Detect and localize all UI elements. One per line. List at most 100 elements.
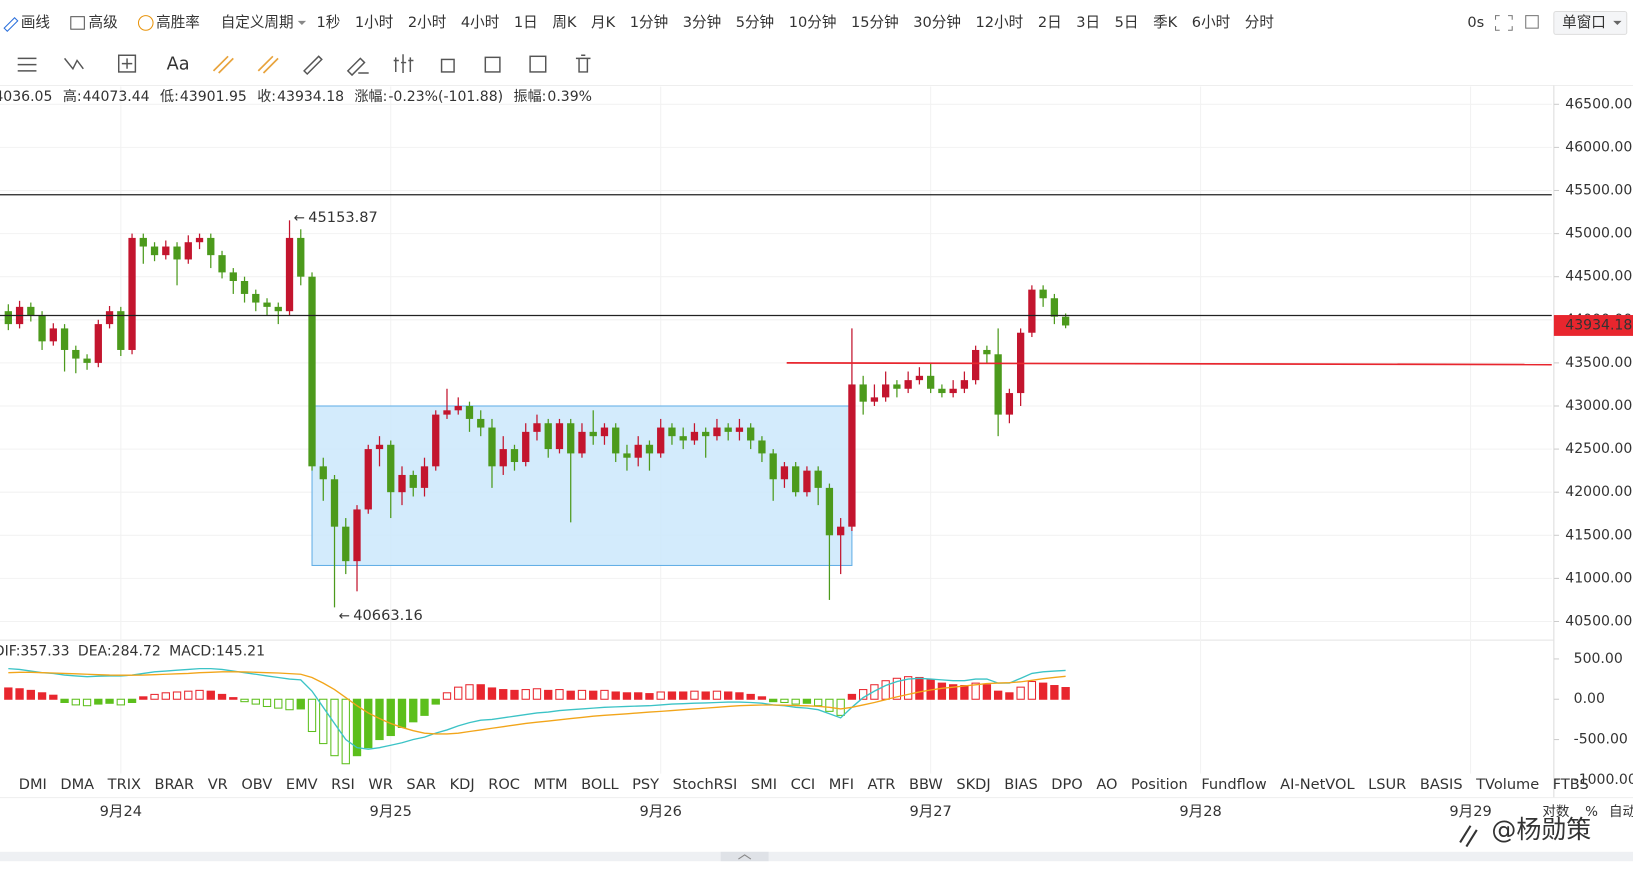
tool-icon[interactable] bbox=[303, 55, 323, 76]
legend-value: 357.33 bbox=[20, 644, 69, 660]
indicator-tab[interactable]: AI-NetVOL bbox=[1280, 776, 1355, 793]
macd-bar bbox=[465, 684, 474, 700]
candle-body bbox=[1050, 298, 1059, 317]
indicator-tab[interactable]: DMI bbox=[19, 776, 47, 793]
macd-bar bbox=[49, 694, 58, 700]
macd-bar bbox=[611, 691, 620, 700]
indicator-tab[interactable]: TRIX bbox=[107, 776, 141, 793]
tool-text[interactable]: Aa bbox=[167, 55, 190, 75]
toolbar-item[interactable]: 0s bbox=[1467, 14, 1484, 31]
indicator-tab[interactable]: MTM bbox=[534, 776, 568, 793]
indicator-tab[interactable]: EMV bbox=[286, 776, 318, 793]
tool-icon[interactable] bbox=[440, 58, 455, 73]
toolbar-item[interactable]: 15分钟 bbox=[851, 14, 899, 31]
toolbar-item[interactable]: 周K bbox=[552, 14, 577, 31]
toolbar-item[interactable]: 月K bbox=[591, 14, 616, 31]
toolbar-item[interactable]: 1小时 bbox=[355, 14, 394, 31]
toolbar-item[interactable]: 单窗口 bbox=[1562, 13, 1606, 31]
indicator-tab[interactable]: PSY bbox=[632, 776, 659, 793]
candle-body bbox=[432, 414, 440, 467]
tool-icon[interactable] bbox=[575, 54, 591, 73]
macd-bar bbox=[217, 693, 227, 700]
candle-body bbox=[623, 453, 631, 458]
scroll-handle[interactable] bbox=[720, 851, 769, 862]
indicator-tab[interactable]: BIAS bbox=[1004, 776, 1038, 793]
indicator-tab[interactable]: TVolume bbox=[1475, 776, 1539, 793]
toolbar-item[interactable]: 2日 bbox=[1038, 14, 1062, 31]
indicator-tab[interactable]: RSI bbox=[331, 776, 355, 793]
toolbar-item[interactable]: 6小时 bbox=[1192, 14, 1231, 31]
indicator-tab[interactable]: StochRSI bbox=[673, 776, 738, 793]
header-value: 44073.44 bbox=[83, 89, 150, 105]
indicator-tab[interactable]: LSUR bbox=[1368, 776, 1406, 793]
indicator-tab[interactable]: ROC bbox=[488, 776, 520, 793]
indicator-tab[interactable]: SAR bbox=[406, 776, 436, 793]
y-tick-label: -500.00 bbox=[1574, 732, 1628, 748]
toolbar-item[interactable]: 1秒 bbox=[316, 14, 340, 31]
toolbar-item[interactable]: 1分钟 bbox=[630, 14, 668, 31]
tool-icon[interactable] bbox=[121, 58, 133, 69]
toolbar-item[interactable]: 高级 bbox=[89, 14, 119, 31]
tool-icon[interactable] bbox=[17, 57, 37, 72]
indicator-tab[interactable]: MFI bbox=[829, 776, 854, 793]
toolbar-item[interactable]: 1日 bbox=[514, 14, 538, 31]
tool-icon[interactable] bbox=[257, 55, 279, 74]
indicator-tab[interactable]: Position bbox=[1131, 776, 1188, 793]
toolbar-item[interactable]: 2小时 bbox=[408, 14, 447, 31]
tool-icon[interactable] bbox=[64, 57, 84, 71]
indicator-tab[interactable]: DMA bbox=[60, 776, 94, 793]
indicator-tab[interactable]: Fundflow bbox=[1201, 776, 1266, 793]
indicator-tab[interactable]: AO bbox=[1096, 776, 1117, 793]
fullscreen-icon[interactable] bbox=[1495, 15, 1513, 31]
macd-bar bbox=[262, 698, 272, 708]
toolbar-item[interactable]: 5日 bbox=[1115, 14, 1139, 31]
indicator-tab[interactable]: VR bbox=[208, 776, 228, 793]
indicator-tab[interactable]: SMI bbox=[751, 776, 777, 793]
candle-body bbox=[94, 324, 102, 363]
axis-option[interactable]: 对数 bbox=[1542, 804, 1570, 820]
toolbar-item[interactable]: 分时 bbox=[1245, 14, 1275, 31]
candle-body bbox=[702, 431, 710, 437]
indicator-tab[interactable]: ATR bbox=[868, 776, 896, 793]
y-tick-label: 0.00 bbox=[1574, 691, 1605, 707]
indicator-tab[interactable]: FTBS bbox=[1553, 776, 1589, 793]
toolbar-item[interactable]: 自定义周期 bbox=[221, 14, 294, 31]
macd-bar bbox=[791, 698, 800, 705]
toolbar-item[interactable]: 5分钟 bbox=[736, 14, 774, 31]
indicator-tab[interactable]: BRAR bbox=[155, 776, 195, 793]
button[interactable] bbox=[1553, 10, 1628, 35]
indicator-tab[interactable]: WR bbox=[368, 776, 393, 793]
toolbar-item[interactable]: 30分钟 bbox=[913, 14, 961, 31]
axis-option[interactable]: % bbox=[1585, 804, 1598, 820]
macd-bar bbox=[4, 687, 13, 700]
indicator-tab[interactable]: BBW bbox=[909, 776, 943, 793]
axis-option[interactable]: 自动 bbox=[1609, 804, 1633, 820]
scrollbar[interactable] bbox=[0, 851, 1633, 862]
toolbar-item[interactable]: 季K bbox=[1153, 14, 1178, 31]
indicator-tab[interactable]: BOLL bbox=[581, 776, 619, 793]
toolbar-item[interactable]: 12小时 bbox=[976, 14, 1024, 31]
indicator-tab[interactable]: DPO bbox=[1051, 776, 1082, 793]
tool-icon[interactable] bbox=[117, 54, 137, 73]
tool-icon[interactable] bbox=[346, 57, 369, 77]
extreme-arrow: ← bbox=[339, 608, 350, 624]
toolbar-item[interactable]: 3分钟 bbox=[683, 14, 721, 31]
toolbar-item[interactable]: 4小时 bbox=[461, 14, 500, 31]
indicator-tab[interactable]: BASIS bbox=[1420, 776, 1463, 793]
indicator-tab[interactable]: OBV bbox=[241, 776, 272, 793]
indicator-tab[interactable]: KDJ bbox=[450, 776, 475, 793]
indicator-tab[interactable]: CCI bbox=[791, 776, 816, 793]
toolbar-item[interactable]: 画线 bbox=[21, 14, 51, 31]
tool-icon[interactable] bbox=[212, 55, 234, 74]
candle-body bbox=[960, 380, 969, 389]
tool-icon[interactable] bbox=[529, 55, 547, 73]
tool-icon[interactable] bbox=[393, 54, 414, 73]
toolbar-item[interactable]: 3日 bbox=[1076, 14, 1100, 31]
toolbar-item[interactable]: 高胜率 bbox=[156, 14, 200, 31]
tool-icon[interactable] bbox=[484, 56, 501, 73]
window-icon[interactable] bbox=[1525, 15, 1539, 29]
candle-body bbox=[904, 380, 912, 389]
toolbar-item[interactable]: 10分钟 bbox=[789, 14, 837, 31]
candle-body bbox=[870, 397, 879, 402]
indicator-tab[interactable]: SKDJ bbox=[956, 776, 990, 793]
